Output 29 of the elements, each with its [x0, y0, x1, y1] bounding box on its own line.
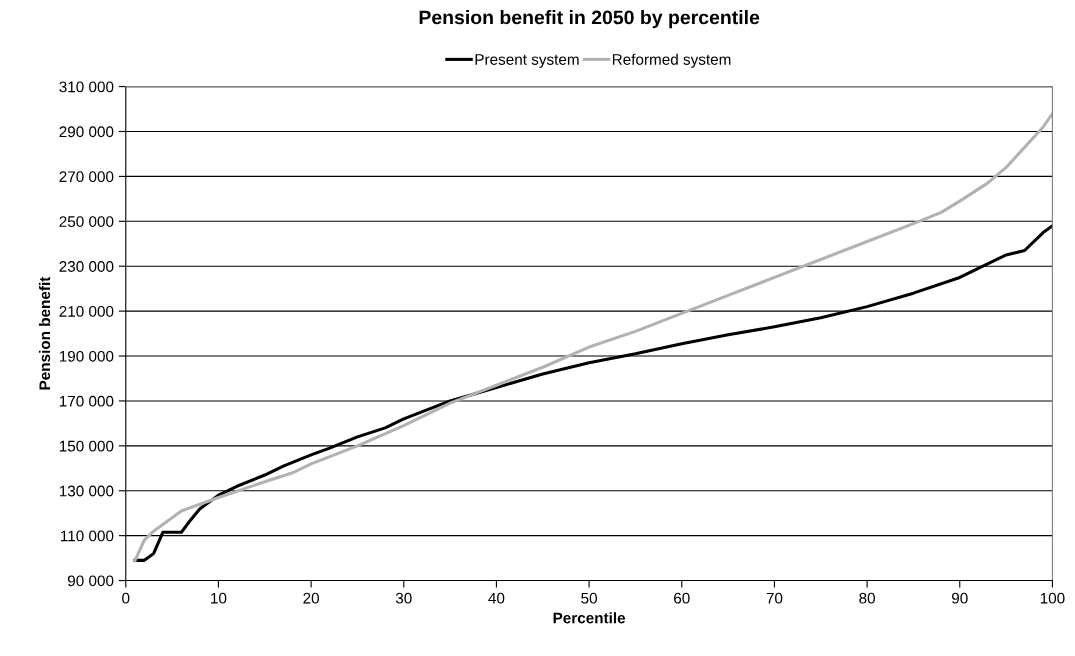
y-tick-label: 310 000 — [59, 81, 114, 93]
y-tick-label: 250 000 — [59, 216, 114, 227]
x-axis-title: Percentile — [553, 612, 626, 624]
x-tick-label: 10 — [211, 592, 227, 604]
line-series — [133, 112, 1053, 562]
legend-label: Present system — [475, 54, 579, 68]
y-tick-label: 270 000 — [59, 171, 114, 183]
y-tick-label: 110 000 — [61, 530, 114, 542]
x-tick-label: 60 — [674, 592, 690, 604]
x-tick-label: 30 — [395, 592, 412, 604]
y-tick-label: 170 000 — [59, 395, 114, 407]
x-tick-label: 80 — [859, 592, 875, 604]
x-tick-label: 40 — [488, 592, 505, 604]
y-tick-label: 130 000 — [59, 485, 114, 497]
x-tick-label: 100 — [1040, 592, 1065, 604]
x-tick-label: 90 — [951, 592, 968, 604]
y-tick-label: 210 000 — [59, 305, 114, 317]
y-tick-label: 150 000 — [59, 440, 114, 452]
legend-label: Reformed system — [612, 53, 731, 68]
y-axis-title: Pension benefit — [38, 276, 51, 390]
y-tick-label: 290 000 — [59, 126, 114, 138]
y-tick-label: 190 000 — [59, 350, 114, 362]
x-tick-label: 0 — [122, 592, 130, 604]
chart-title: Pension benefit in 2050 by percentile — [419, 10, 760, 29]
x-tick-label: 20 — [303, 592, 320, 604]
y-tick-label: 90 000 — [67, 575, 114, 587]
x-tick-label: 50 — [581, 592, 597, 604]
y-tick-label: 230 000 — [59, 261, 114, 272]
x-tick-label: 70 — [766, 592, 783, 604]
